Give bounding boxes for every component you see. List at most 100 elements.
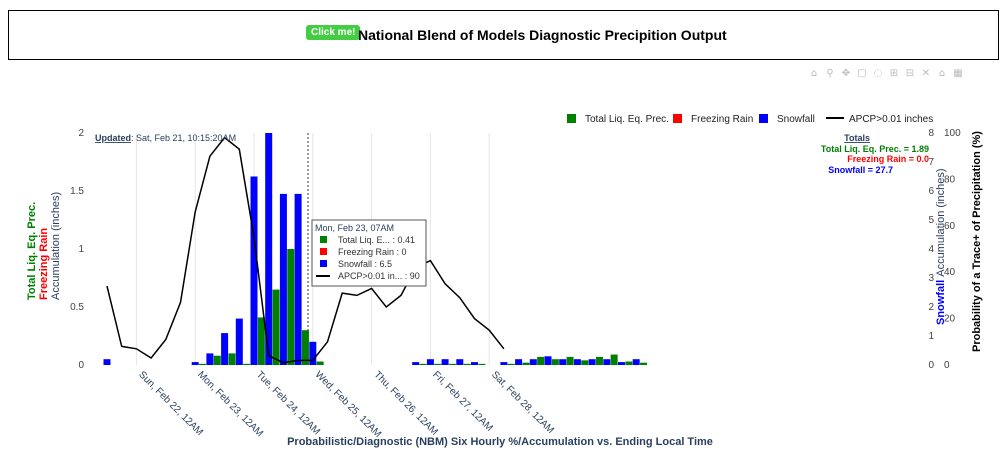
liquid-precip-bar bbox=[566, 356, 574, 365]
totals-liquid: Total Liq. Eq. Prec. = 1.89 bbox=[821, 144, 929, 154]
y-left-tick: 1.5 bbox=[70, 186, 84, 197]
y-prob-axis-title: Probability of a Trace+ of Precipitation… bbox=[971, 131, 983, 352]
y-snow-tick: 0 bbox=[928, 360, 934, 371]
snowfall-bar bbox=[206, 353, 214, 365]
snowfall-bar bbox=[603, 359, 611, 365]
liquid-precip-bar bbox=[478, 363, 486, 365]
liquid-precip-bar bbox=[625, 361, 633, 365]
y-prob-tick: 20 bbox=[944, 314, 956, 325]
snowfall-bar bbox=[588, 359, 596, 365]
liquid-precip-bar bbox=[640, 362, 648, 365]
y-prob-tick: 0 bbox=[944, 360, 950, 371]
x-tick-label: Sun, Feb 22, 12AM bbox=[136, 369, 205, 438]
zoom-in-icon[interactable]: ⊞ bbox=[889, 68, 899, 79]
hover-row: Snowfall : 6.5 bbox=[338, 259, 392, 269]
autoscale-icon[interactable]: ✕ bbox=[921, 68, 931, 79]
y-prob-tick: 100 bbox=[944, 128, 961, 139]
y-prob-tick: 60 bbox=[944, 221, 956, 232]
y-snow-tick: 1 bbox=[928, 331, 934, 342]
hover-swatch bbox=[320, 236, 327, 243]
x-tick-label: Thu, Feb 26, 12AM bbox=[371, 369, 439, 437]
camera-icon[interactable]: ⌂ bbox=[810, 68, 818, 79]
legend-label: Total Liq. Eq. Prec. bbox=[585, 114, 669, 125]
liquid-precip-bar bbox=[610, 354, 618, 365]
legend-label: Freezing Rain bbox=[691, 114, 753, 125]
updated-timestamp: Updated: Sat, Feb 21, 10:15:20AM bbox=[95, 133, 236, 143]
legend-label: Snowfall bbox=[777, 114, 815, 125]
snowfall-bar bbox=[529, 359, 537, 365]
totals-freezing-rain: Freezing Rain = 0.0 bbox=[847, 154, 929, 164]
liquid-precip-bar bbox=[243, 363, 251, 365]
y-snow-tick: 6 bbox=[928, 186, 934, 197]
totals-heading: Totals bbox=[844, 133, 870, 143]
y-snow-tick: 4 bbox=[928, 244, 934, 255]
legend-label: APCP>0.01 inches bbox=[849, 114, 933, 125]
y-left-tick: 0 bbox=[78, 360, 84, 371]
chart-toolbar: ⌂ ⚲ ✥ ▢ ◌ ⊞ ⊟ ✕ ⌂ ▦ bbox=[808, 68, 964, 82]
snowfall-bar bbox=[573, 359, 581, 365]
snowfall-bar bbox=[250, 176, 258, 365]
snowfall-bar bbox=[544, 356, 552, 365]
snowfall-bar bbox=[618, 362, 625, 365]
lasso-icon[interactable]: ◌ bbox=[873, 68, 883, 79]
liquid-precip-bar bbox=[272, 289, 280, 365]
snowfall-bar bbox=[471, 362, 478, 365]
hover-swatch bbox=[320, 260, 327, 267]
snowfall-bar bbox=[103, 359, 111, 365]
snowfall-bar bbox=[309, 341, 317, 365]
snowfall-bar bbox=[456, 359, 464, 365]
liquid-precip-bar bbox=[419, 363, 427, 365]
snowfall-bar bbox=[500, 362, 508, 365]
x-axis-title: Probabilistic/Diagnostic (NBM) Six Hourl… bbox=[287, 436, 713, 448]
snowfall-bar bbox=[221, 333, 229, 365]
hover-row: Freezing Rain : 0 bbox=[338, 247, 407, 257]
liquid-precip-bar bbox=[522, 362, 530, 365]
liquid-precip-bar bbox=[463, 363, 471, 365]
hover-tooltip bbox=[311, 219, 427, 287]
snowfall-bar bbox=[515, 359, 523, 365]
liquid-precip-bar bbox=[448, 363, 456, 365]
zoom-out-icon[interactable]: ⊟ bbox=[905, 68, 915, 79]
liquid-precip-bar bbox=[287, 249, 295, 365]
liquid-precip-bar bbox=[301, 330, 309, 365]
snowfall-bar bbox=[426, 359, 434, 365]
totals-snowfall: Snowfall = 27.7 bbox=[828, 165, 893, 175]
snowfall-bar bbox=[632, 359, 640, 365]
liquid-precip-bar bbox=[257, 317, 265, 365]
liquid-precip-bar bbox=[213, 355, 221, 365]
y-snow-tick: 8 bbox=[928, 128, 934, 139]
liquid-precip-bar bbox=[199, 363, 207, 365]
liquid-precip-bar bbox=[537, 356, 545, 365]
snowfall-bar bbox=[235, 318, 243, 365]
x-tick-label: Fri, Feb 27, 12AM bbox=[430, 369, 494, 433]
liquid-precip-bar bbox=[228, 353, 236, 365]
snowfall-bar bbox=[191, 362, 199, 365]
x-tick-label: Sat, Feb 28, 12AM bbox=[489, 369, 556, 436]
y-left-axis-title: Total Liq. Eq. Prec.Freezing RainAccumul… bbox=[26, 192, 62, 300]
header-panel: Click me! National Blend of Models Diagn… bbox=[8, 10, 999, 60]
y-snow-tick: 5 bbox=[928, 215, 934, 226]
legend-swatch bbox=[759, 114, 768, 123]
liquid-precip-bar bbox=[551, 359, 559, 365]
y-snow-axis-title: Snowfall Accumulation (inches) bbox=[935, 169, 947, 326]
hover-row: Total Liq. E... : 0.41 bbox=[338, 235, 415, 245]
home-icon[interactable]: ⌂ bbox=[938, 68, 946, 79]
plotly-logo-icon[interactable]: ▦ bbox=[953, 68, 963, 79]
legend-swatch bbox=[673, 114, 682, 123]
pan-icon[interactable]: ✥ bbox=[841, 68, 851, 79]
zoom-icon[interactable]: ⚲ bbox=[826, 68, 834, 79]
snowfall-bar bbox=[441, 359, 449, 365]
click-me-button[interactable]: Click me! bbox=[306, 25, 361, 40]
snowfall-bar bbox=[294, 193, 302, 365]
box-select-icon[interactable]: ▢ bbox=[857, 68, 867, 79]
liquid-precip-bar bbox=[595, 356, 603, 365]
page-title: National Blend of Models Diagnostic Prec… bbox=[358, 27, 727, 43]
y-left-tick: 0.5 bbox=[70, 302, 84, 313]
y-left-tick: 1 bbox=[78, 244, 84, 255]
y-prob-tick: 80 bbox=[944, 174, 956, 185]
liquid-precip-bar bbox=[507, 363, 515, 365]
x-tick-label: Tue, Feb 24, 12AM bbox=[254, 369, 322, 437]
legend-swatch bbox=[567, 114, 576, 123]
probability-line bbox=[106, 136, 505, 364]
